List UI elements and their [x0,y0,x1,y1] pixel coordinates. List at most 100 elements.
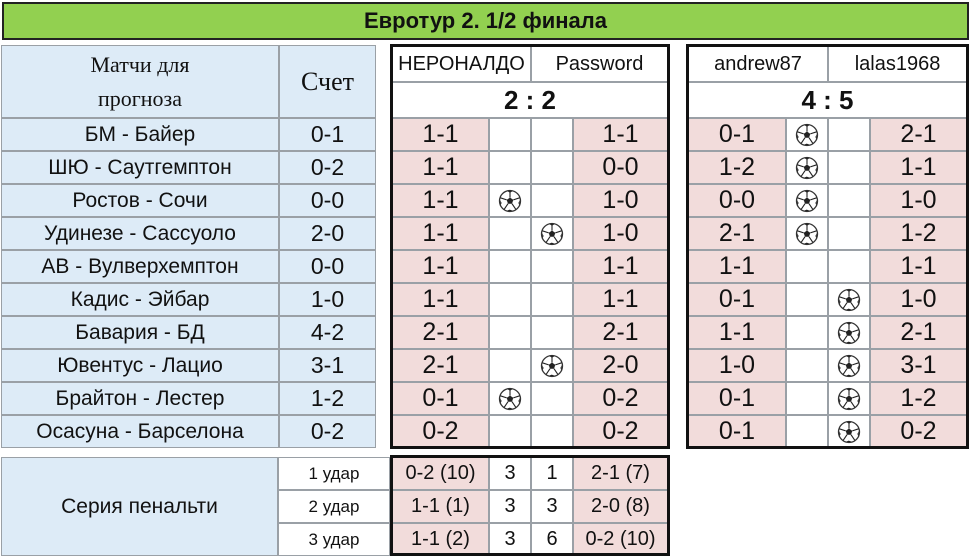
soccer-ball-icon [540,222,564,246]
ball-slot-left [489,415,531,448]
ball-slot-left [489,349,531,382]
penalty-right-prediction: 2-1 (7) [573,457,668,490]
ball-slot-left [489,118,531,151]
match-name: Бавария - БД [1,316,279,349]
penalty-left-prediction: 1-1 (2) [392,523,489,556]
ball-slot-left [489,316,531,349]
ball-slot-left [786,349,828,382]
ball-slot-left [786,184,828,217]
match-name: Кадис - Эйбар [1,283,279,316]
ball-slot-left [786,250,828,283]
score-header: Счет [279,45,376,118]
page-title: Евротур 2. 1/2 финала [2,2,969,40]
ball-slot-right [828,415,870,448]
prediction-right: 1-2 [870,382,967,415]
ball-slot-right [531,184,573,217]
soccer-ball-icon [795,123,819,147]
soccer-ball-icon [498,387,522,411]
soccer-ball-icon [540,354,564,378]
ball-slot-left [786,217,828,250]
prediction-left: 0-1 [688,382,786,415]
ball-slot-right [531,415,573,448]
prediction-left: 0-1 [392,382,489,415]
prediction-right: 2-1 [870,118,967,151]
ball-slot-right [531,283,573,316]
soccer-ball-icon [795,222,819,246]
soccer-ball-icon [795,156,819,180]
soccer-ball-icon [837,387,861,411]
ball-slot-left [489,283,531,316]
soccer-ball-icon [795,189,819,213]
prediction-right: 0-2 [573,415,668,448]
prediction-right: 1-0 [870,184,967,217]
penalty-right-prediction: 2-0 (8) [573,490,668,523]
prediction-left: 1-1 [688,316,786,349]
match-name: Ростов - Сочи [1,184,279,217]
soccer-ball-icon [498,189,522,213]
ball-slot-right [828,250,870,283]
ball-slot-left [786,118,828,151]
prediction-left: 0-1 [688,118,786,151]
soccer-ball-icon [837,321,861,345]
prediction-right: 1-1 [573,250,668,283]
prediction-right: 2-1 [573,316,668,349]
match-name: АВ - Вулверхемптон [1,250,279,283]
penalty-right-count: 3 [531,490,573,523]
ball-slot-left [786,283,828,316]
penalty-left-count: 3 [489,490,531,523]
ball-slot-left [786,382,828,415]
ball-slot-right [828,184,870,217]
ball-slot-left [786,151,828,184]
match-score: 3-1 [279,349,376,382]
match-score: 2-0 [279,217,376,250]
penalty-left-prediction: 1-1 (1) [392,490,489,523]
prediction-left: 1-0 [688,349,786,382]
prediction-left: 0-1 [688,415,786,448]
ball-slot-right [828,118,870,151]
penalty-left-prediction: 0-2 (10) [392,457,489,490]
prediction-right: 0-2 [870,415,967,448]
prediction-right: 2-0 [573,349,668,382]
prediction-right: 1-1 [573,283,668,316]
prediction-left: 1-1 [688,250,786,283]
soccer-ball-icon [837,354,861,378]
prediction-left: 1-2 [688,151,786,184]
penalty-round-label: 2 удар [278,490,390,523]
ball-slot-right [828,217,870,250]
penalty-left-count: 3 [489,523,531,556]
prediction-right: 1-0 [573,184,668,217]
ball-slot-left [786,415,828,448]
prediction-right: 1-0 [573,217,668,250]
penalty-right-count: 6 [531,523,573,556]
player-name-right: lalas1968 [828,46,967,82]
ball-slot-right [531,316,573,349]
prediction-left: 1-1 [392,118,489,151]
prediction-left: 1-1 [392,250,489,283]
ball-slot-left [786,316,828,349]
player-name-left: andrew87 [688,46,828,82]
penalty-label: Серия пенальти [1,457,278,556]
ball-slot-left [489,217,531,250]
prediction-right: 1-0 [870,283,967,316]
match-name: Удинезе - Сассуоло [1,217,279,250]
match-score: 0-1 [279,118,376,151]
prediction-right: 0-2 [573,382,668,415]
prediction-left: 1-1 [392,217,489,250]
soccer-ball-icon [837,288,861,312]
player-name-right: Password [531,46,668,82]
ball-slot-right [531,349,573,382]
ball-slot-right [828,382,870,415]
prediction-right: 1-1 [870,151,967,184]
ball-slot-left [489,250,531,283]
prediction-left: 2-1 [392,316,489,349]
match-score: 0-0 [279,250,376,283]
soccer-ball-icon [837,420,861,444]
ball-slot-right [828,151,870,184]
prediction-left: 0-1 [688,283,786,316]
ball-slot-right [531,382,573,415]
match-score: 1-0 [279,283,376,316]
ball-slot-right [531,151,573,184]
match-name: Осасуна - Барселона [1,415,279,448]
prediction-left: 1-1 [392,283,489,316]
prediction-right: 1-1 [870,250,967,283]
